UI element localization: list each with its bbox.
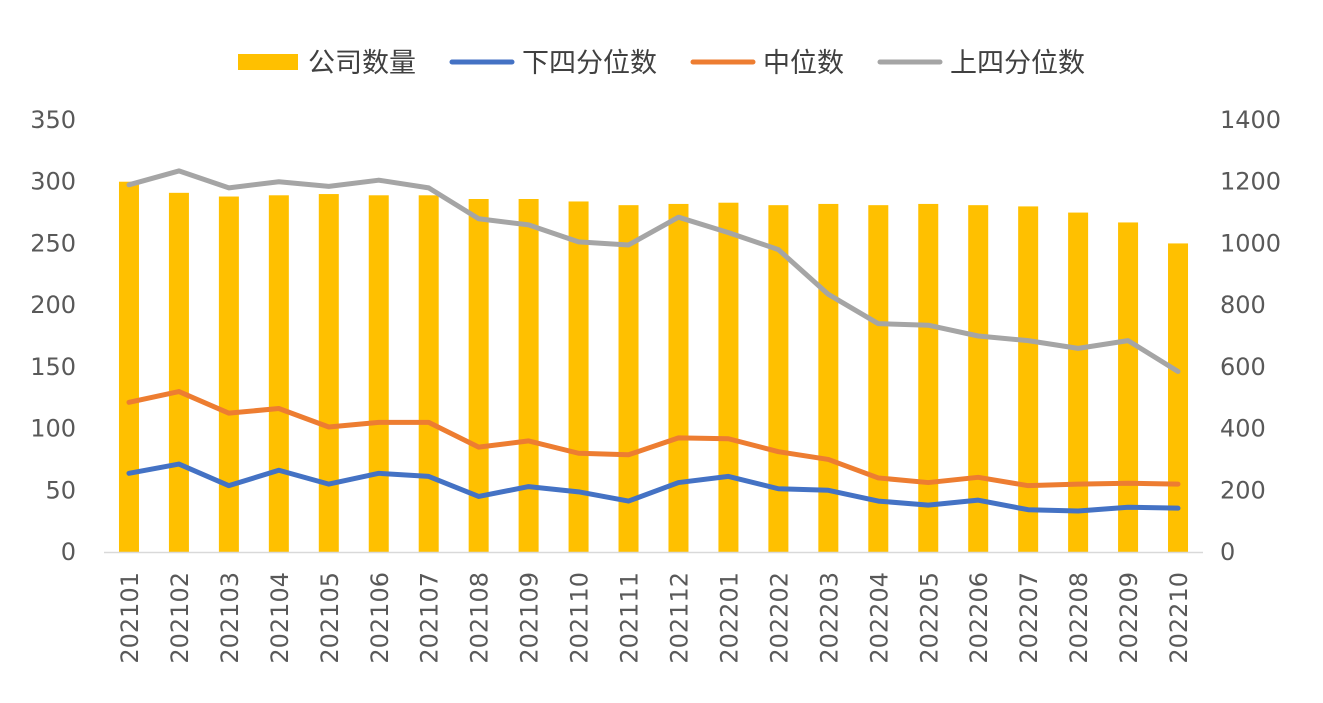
x-tick-label: 202209 xyxy=(1115,572,1143,664)
x-tick-label: 202203 xyxy=(815,572,843,664)
series-line xyxy=(126,168,1181,374)
bar xyxy=(318,194,339,553)
x-tick-label: 202201 xyxy=(715,572,743,664)
bar xyxy=(1118,222,1139,552)
bar xyxy=(1068,212,1089,553)
bar xyxy=(568,201,589,552)
bar xyxy=(168,192,189,552)
x-tick-label: 202204 xyxy=(865,572,893,664)
y-right-tick-label: 600 xyxy=(1220,353,1266,381)
legend-swatch xyxy=(238,54,298,70)
bar xyxy=(368,195,389,552)
legend-label: 公司数量 xyxy=(308,48,416,79)
series-line xyxy=(126,461,1181,514)
y-left-tick-label: 0 xyxy=(61,538,76,566)
y-left-tick-label: 100 xyxy=(30,415,76,443)
bar xyxy=(718,202,739,552)
x-tick-label: 202202 xyxy=(765,572,793,664)
y-right-tick-label: 200 xyxy=(1220,476,1266,504)
y-right-tick-label: 0 xyxy=(1220,538,1235,566)
bar xyxy=(468,198,489,552)
x-tick-label: 202208 xyxy=(1065,572,1093,664)
bar xyxy=(1018,206,1039,552)
x-tick-label: 202109 xyxy=(516,572,544,664)
bar xyxy=(768,205,789,552)
y-left-tick-label: 250 xyxy=(30,229,76,257)
y-right-tick-label: 800 xyxy=(1220,291,1266,319)
y-left-tick-label: 350 xyxy=(30,106,76,134)
y-left-tick-label: 50 xyxy=(45,476,76,504)
bar xyxy=(218,196,239,553)
x-tick-label: 202110 xyxy=(566,572,594,664)
bar xyxy=(968,205,989,552)
bar xyxy=(868,205,889,552)
bar xyxy=(668,203,689,552)
x-tick-label: 202107 xyxy=(416,572,444,664)
x-tick-label: 202210 xyxy=(1165,572,1193,664)
x-tick-label: 202207 xyxy=(1015,572,1043,664)
legend-label: 上四分位数 xyxy=(950,48,1085,79)
bar xyxy=(268,195,289,552)
x-tick-label: 202205 xyxy=(915,572,943,664)
y-left-tick-label: 300 xyxy=(30,168,76,196)
y-left-tick-label: 150 xyxy=(30,353,76,381)
x-tick-label: 202102 xyxy=(166,572,194,664)
x-tick-label: 202103 xyxy=(216,572,244,664)
x-tick-label: 202101 xyxy=(116,572,144,664)
y-right-tick-label: 1400 xyxy=(1220,106,1281,134)
bar xyxy=(918,203,939,552)
bar xyxy=(618,205,639,552)
bar xyxy=(518,198,539,552)
bar xyxy=(818,203,839,552)
bar xyxy=(418,195,439,552)
x-tick-label: 202206 xyxy=(965,572,993,664)
series-line xyxy=(126,389,1181,489)
legend-label: 下四分位数 xyxy=(522,48,657,79)
x-tick-label: 202108 xyxy=(466,572,494,664)
y-right-tick-label: 1200 xyxy=(1220,168,1281,196)
y-right-tick-label: 1000 xyxy=(1220,229,1281,257)
y-left-tick-label: 200 xyxy=(30,291,76,319)
x-tick-label: 202105 xyxy=(316,572,344,664)
x-tick-label: 202106 xyxy=(366,572,394,664)
y-right-tick-label: 400 xyxy=(1220,415,1266,443)
legend-label: 中位数 xyxy=(763,48,844,79)
x-tick-label: 202111 xyxy=(616,572,644,664)
x-tick-label: 202112 xyxy=(665,572,693,664)
x-tick-label: 202104 xyxy=(266,572,294,664)
bar xyxy=(118,181,139,552)
bar xyxy=(1168,243,1189,552)
